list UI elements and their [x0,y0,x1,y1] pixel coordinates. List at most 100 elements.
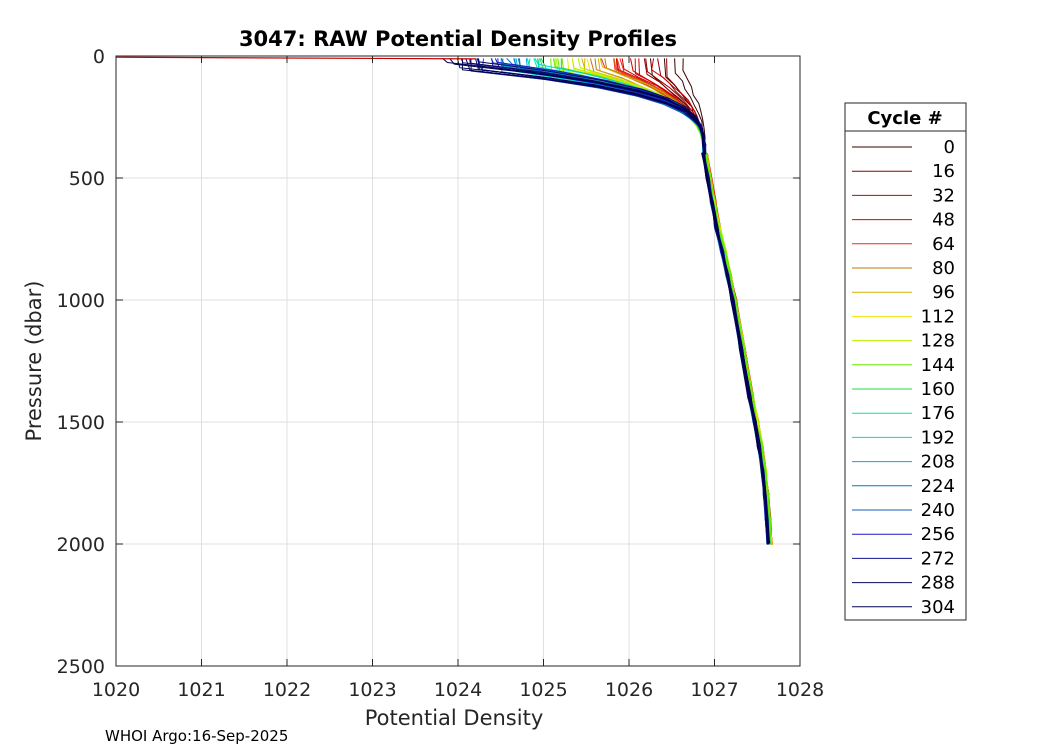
profile-line [553,58,772,545]
legend-label: 32 [932,185,955,206]
profiles [115,56,774,545]
profile-line [594,58,773,545]
profile-line [465,58,770,544]
profile-line [674,58,771,544]
profile-line [456,58,769,545]
x-tick-label: 1027 [690,679,738,701]
profile-line [555,58,771,545]
profile-line [477,58,770,544]
profile-line [604,58,772,544]
x-tick-label: 1022 [263,679,311,701]
profile-line [682,58,771,545]
profile-line [666,58,771,544]
legend-label: 272 [921,548,955,569]
profile-line [615,58,773,545]
legend-label: 64 [932,234,955,255]
profile-line [650,58,772,545]
x-tick-label: 1025 [519,679,567,701]
x-tick-label: 1026 [605,679,653,701]
footer-credit: WHOI Argo:16-Sep-2025 [105,727,288,745]
legend-entries: 0 16 32 48 64 80 96 112 128 144 160 176 192 208 224 240… [852,137,955,618]
profile-line [589,58,773,544]
grid [115,55,801,667]
legend: Cycle # 0 16 32 48 64 80 96 112 128 144 160 176 192 2… [844,102,967,621]
profile-line [577,58,770,544]
outlier-profile-line [115,56,476,60]
profile-line [470,58,768,544]
profile-line [600,58,771,544]
profile-line [476,58,769,545]
profile-line [475,58,770,544]
legend-label: 224 [921,476,955,497]
profile-line [442,58,770,545]
profile-line [613,58,771,544]
profile-line [615,58,773,545]
profile-line [460,58,769,545]
profile-line [616,58,772,544]
y-tick-label: 0 [93,46,105,68]
chart-title: 3047: RAW Potential Density Profiles [239,27,677,51]
profile-line [567,58,773,544]
y-tick-label: 500 [69,168,105,190]
legend-label: 208 [921,452,955,473]
legend-label: 288 [921,573,955,594]
legend-label: 112 [921,306,955,327]
ticks: 1020 1021 1022 1023 1024 1025 1026 1027 1028 0 500… [57,46,825,701]
profile-line [583,58,770,545]
profile-line [586,58,772,544]
y-axis-label: Pressure (dbar) [22,281,46,442]
profile-line [497,58,768,544]
profile-line [638,58,772,544]
x-tick-label: 1028 [776,679,824,701]
profile-line [599,58,770,545]
legend-label: 160 [921,379,955,400]
profile-line [571,58,772,545]
legend-label: 48 [932,210,955,231]
legend-label: 256 [921,524,955,545]
legend-label: 96 [932,282,955,303]
y-tick-label: 1000 [57,290,105,312]
x-tick-label: 1021 [177,679,225,701]
legend-label: 144 [921,355,955,376]
profile-line [449,58,768,544]
legend-label: 240 [921,500,955,521]
profile-line [461,58,768,544]
legend-title: Cycle # [867,108,942,129]
profile-line [477,58,768,545]
profile-line [469,58,769,545]
profile-line [619,58,772,544]
y-tick-label: 1500 [57,412,105,434]
profile-line [561,58,772,544]
profile-line [613,58,770,545]
profile-line [651,58,770,545]
profile-line [621,58,772,545]
profile-line [494,58,769,545]
profile-line [500,58,769,544]
profile-line [645,58,772,544]
legend-label: 176 [921,403,955,424]
profile-line [557,58,772,545]
profile-line [643,58,772,545]
profile-line [506,58,769,545]
profile-line [554,58,772,545]
legend-label: 16 [932,161,955,182]
legend-label: 0 [944,137,955,158]
legend-label: 192 [921,427,955,448]
legend-label: 304 [921,597,955,618]
profile-line [500,58,771,544]
profile-line [597,58,772,545]
profile-line [581,58,772,544]
x-tick-label: 1023 [348,679,396,701]
y-tick-label: 2500 [57,656,105,678]
profile-line [478,58,769,544]
y-tick-label: 2000 [57,534,105,556]
profile-line [571,58,773,545]
profile-line [501,58,771,545]
profile-line [514,58,769,545]
legend-label: 128 [921,331,955,352]
x-axis-label: Potential Density [365,706,544,730]
profile-line [663,58,771,544]
profile-line [481,58,770,545]
x-tick-label: 1024 [434,679,482,701]
